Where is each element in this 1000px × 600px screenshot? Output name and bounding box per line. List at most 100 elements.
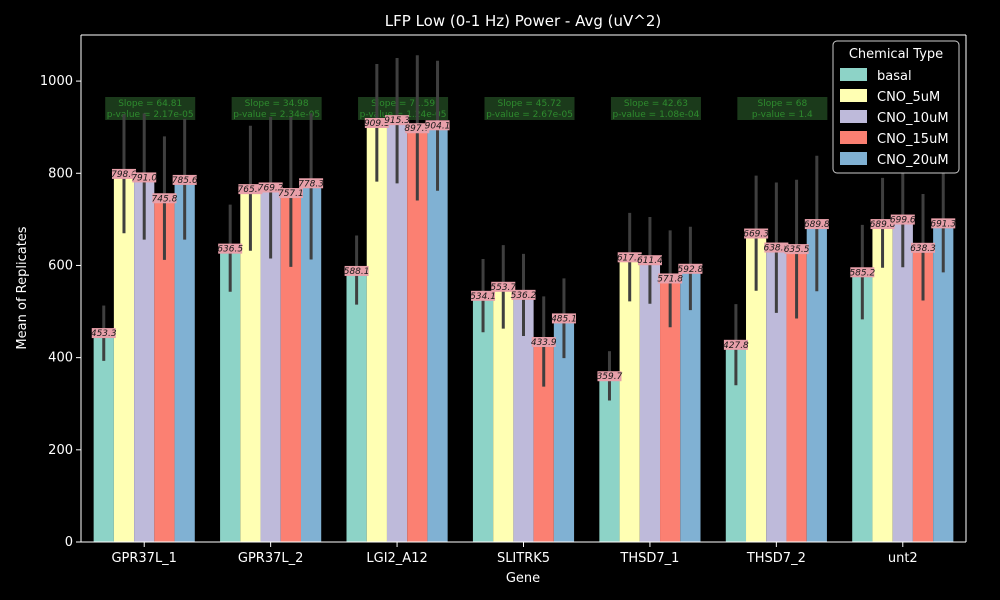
bar-CNO_10uM-SLITRK5: [513, 294, 534, 542]
bar-value-label-bg: [278, 188, 303, 199]
bar-value-label: 636.5: [217, 245, 243, 255]
bar-value-label-bg: [172, 174, 197, 185]
bar-CNO_5uM-THSD7_1: [619, 257, 640, 542]
bar-value-label: 669.3: [743, 230, 769, 240]
bar-value-label-bg: [218, 243, 243, 254]
x-tick-label: LGI2_A12: [366, 551, 427, 566]
x-tick-label: THSD7_1: [619, 551, 679, 566]
bar-value-label-bg: [784, 244, 809, 255]
y-tick-label: 200: [48, 443, 73, 458]
bar-value-label-bg: [471, 290, 496, 301]
stat-annotation-pvalue: p-value = 2.67e-05: [486, 110, 573, 120]
bar-value-label-bg: [531, 337, 556, 348]
bar-CNO_5uM-LGI2_A12: [366, 122, 387, 542]
bar-value-labels: 453.3 636.5 588.1 534.1 359.7 427.8 585.2 798.6…: [91, 115, 956, 382]
bar-CNO_15uM-THSD7_2: [786, 249, 807, 542]
bar-basal-SLITRK5: [472, 295, 494, 542]
bar-value-label-bg: [597, 371, 622, 382]
stat-annotation-pvalue: p-value = 2.17e-05: [107, 110, 194, 120]
x-tick-label: unt2: [888, 551, 918, 566]
stat-annotation-slope: Slope = 68: [758, 99, 808, 109]
bar-value-label: 897.7: [404, 124, 430, 134]
stat-annotation-slope: Slope = 42.63: [624, 99, 688, 109]
bar-value-label: 453.3: [91, 329, 117, 339]
stat-annotation-slope: Slope = 71.59: [371, 99, 435, 109]
x-tick-label: GPR37L_1: [111, 551, 177, 566]
stat-annotation-slope: Slope = 45.72: [498, 99, 562, 109]
bar-value-label: 427.8: [723, 341, 749, 351]
legend-label-CNO_20uM: CNO_20uM: [877, 153, 949, 168]
bar-value-label: 904.1: [425, 121, 451, 131]
stat-annotation-slope: Slope = 64.81: [118, 99, 182, 109]
y-tick-label: 400: [48, 351, 73, 366]
bar-value-label: 699.6: [890, 216, 916, 226]
stat-annotation-box: [737, 97, 828, 120]
bar-value-label-bg: [658, 273, 683, 284]
legend-swatch-CNO_15uM: [840, 131, 867, 144]
bar-CNO_20uM-SLITRK5: [553, 318, 575, 542]
bar-CNO_10uM-THSD7_2: [766, 247, 787, 542]
bar-value-label: 785.6: [172, 176, 198, 186]
bar-CNO_20uM-THSD7_2: [806, 224, 827, 542]
legend-label-CNO_15uM: CNO_15uM: [877, 132, 949, 147]
bar-CNO_15uM-unt2: [912, 247, 934, 542]
legend-title: Chemical Type: [849, 47, 943, 62]
bar-basal-GPR37L_2: [220, 248, 241, 543]
bar-value-label-bg: [678, 263, 703, 274]
stat-annotation-pvalue: p-value = 1.4: [752, 110, 813, 120]
bar-value-label-bg: [723, 339, 748, 350]
bar-value-label-bg: [744, 228, 769, 239]
legend: Chemical Type basal CNO_5uM CNO_10uM CNO_15…: [832, 40, 960, 174]
legend-swatch-CNO_10uM: [840, 110, 867, 123]
bar-basal-GPR37L_1: [93, 333, 114, 542]
bar-value-label-bg: [299, 178, 324, 189]
bar-value-label: 585.2: [849, 268, 875, 278]
axes: 0 200 400 600 800 1000 GPR37L_1 GPR37L_2 LGI2_A1…: [40, 34, 967, 566]
bar-value-label: 757.1: [278, 189, 304, 199]
bar-CNO_20uM-LGI2_A12: [427, 125, 448, 543]
bar-CNO_10uM-unt2: [892, 219, 913, 542]
bar-CNO_5uM-GPR37L_2: [240, 189, 261, 543]
x-tick-label: THSD7_2: [746, 551, 806, 566]
bar-value-label: 765.6: [238, 185, 264, 195]
bar-value-label-bg: [258, 182, 283, 193]
bar-CNO_20uM-unt2: [933, 223, 954, 543]
legend-swatch-CNO_5uM: [840, 89, 867, 102]
bar-value-label: 617.7: [617, 253, 643, 263]
stat-annotation-box: [105, 97, 196, 120]
bar-value-label: 638.9: [763, 244, 789, 254]
stat-annotation-pvalue: p-value = 1.24e-05: [360, 110, 447, 120]
legend-swatch-basal: [840, 68, 867, 81]
bar-value-label-bg: [344, 265, 369, 276]
bar-value-label: 553.7: [490, 283, 516, 293]
bar-value-label: 778.3: [298, 179, 324, 189]
legend-label-CNO_5uM: CNO_5uM: [877, 90, 940, 105]
bar-CNO_10uM-LGI2_A12: [386, 120, 408, 542]
bar-value-label-bg: [890, 214, 915, 225]
x-tick-label: GPR37L_2: [238, 551, 304, 566]
bar-value-label-bg: [364, 117, 389, 128]
bar-value-label-bg: [511, 289, 536, 300]
bar-value-label-bg: [405, 123, 430, 134]
bar-value-label: 745.8: [152, 194, 178, 204]
bar-value-label-bg: [425, 120, 450, 131]
bar-value-label: 689.8: [804, 220, 830, 230]
bar-CNO_15uM-LGI2_A12: [407, 128, 428, 542]
bar-basal-THSD7_1: [599, 376, 620, 542]
bar-value-label: 485.1: [551, 314, 577, 324]
bar-basal-THSD7_2: [725, 344, 747, 542]
bar-value-label: 798.6: [111, 170, 137, 180]
y-tick-label: 1000: [40, 74, 73, 89]
stat-annotation-box: [484, 97, 575, 120]
bar-CNO_20uM-GPR37L_1: [174, 179, 195, 542]
bar-CNO_20uM-GPR37L_2: [300, 183, 322, 542]
stat-annotation-box: [358, 97, 449, 120]
bar-value-label-bg: [931, 218, 956, 229]
bar-basal-unt2: [852, 272, 873, 542]
bar-value-label-bg: [491, 281, 516, 292]
bar-value-label-bg: [870, 219, 895, 230]
bar-CNO_15uM-SLITRK5: [533, 342, 554, 542]
bar-CNO_10uM-GPR37L_1: [134, 177, 155, 543]
